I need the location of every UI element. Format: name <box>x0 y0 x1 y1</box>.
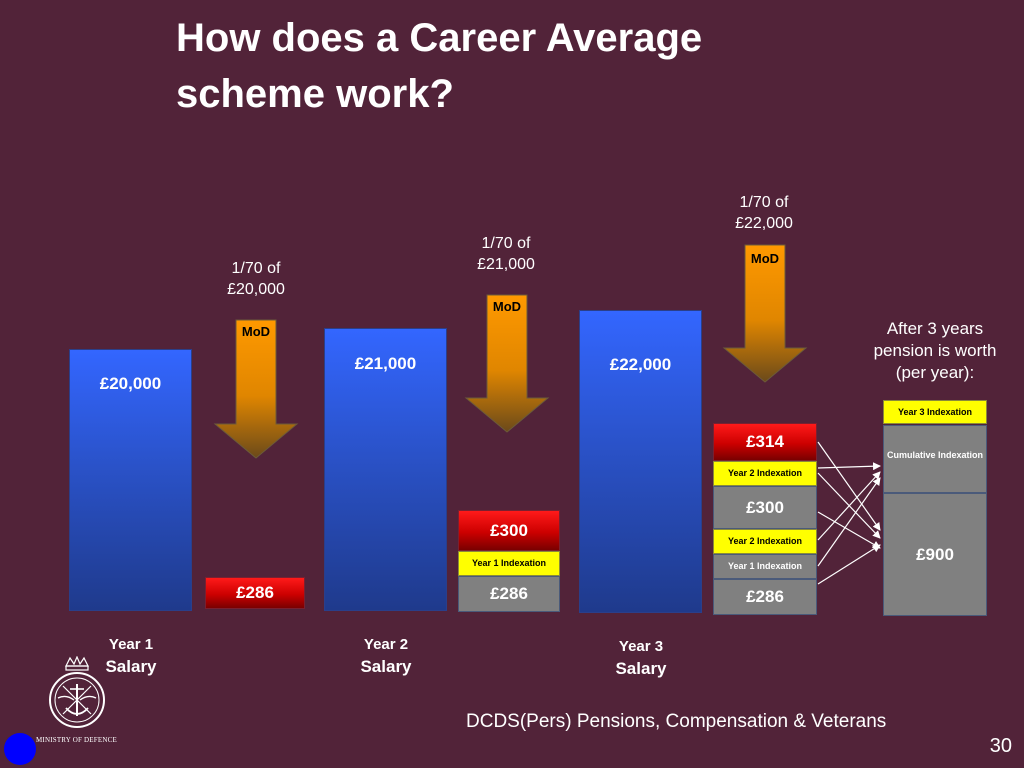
summary-year-3-indexation: Year 3 Indexation <box>883 400 987 424</box>
connector-line-extra <box>817 462 881 471</box>
connector-line-300 <box>817 511 881 549</box>
connector-line-year1 <box>817 477 881 567</box>
axis-label-year-3: Year 3 Salary <box>615 638 667 678</box>
stack-3-year-2-indexation-top: Year 2 Indexation <box>713 461 817 486</box>
summary-cumulative-indexation: Cumulative Indexation <box>883 425 987 493</box>
mod-arrow-1-label: MoD <box>241 324 271 339</box>
mod-arrow-3-label: MoD <box>750 251 780 266</box>
stack-3-middle: £300 <box>713 486 817 529</box>
footer-organisation: DCDS(Pers) Pensions, Compensation & Vete… <box>466 711 887 732</box>
stack-2-year-1-indexation: Year 1 Indexation <box>458 551 560 576</box>
salary-bar-year-1-amount: £20,000 <box>99 374 162 393</box>
summary-caption: After 3 years pension is worth (per year… <box>873 319 997 382</box>
page-number: 30 <box>989 735 1012 757</box>
mod-arrow-3 <box>722 244 808 383</box>
stack-1-accrual: £286 <box>205 577 305 609</box>
stack-3-year-2-indexation-bottom: Year 2 Indexation <box>713 529 817 554</box>
ministry-of-defence-crest-icon <box>49 656 105 728</box>
contribution-caption-1: 1/70 of £20,000 <box>227 260 285 298</box>
mod-arrow-1 <box>213 319 299 459</box>
stack-3-accrual: £314 <box>713 423 817 461</box>
slide-title: How does a Career Average scheme work? <box>176 10 876 122</box>
salary-bar-year-3: £22,000 <box>579 310 702 613</box>
salary-bar-year-2-amount: £21,000 <box>354 354 417 373</box>
salary-bar-year-1: £20,000 <box>69 349 192 611</box>
contribution-caption-2: 1/70 of £21,000 <box>477 235 535 273</box>
contribution-caption-3: 1/70 of £22,000 <box>735 194 793 232</box>
stack-3-base: £286 <box>713 579 817 615</box>
axis-label-year-1: Year 1 Salary <box>105 636 157 676</box>
salary-bar-year-2: £21,000 <box>324 328 447 611</box>
axis-label-year-2: Year 2 Salary <box>360 636 412 676</box>
ministry-of-defence-logo-text: MINISTRY OF DEFENCE <box>36 736 117 744</box>
connector-line-286 <box>817 544 881 585</box>
mod-arrow-2-label: MoD <box>492 299 522 314</box>
stack-2-accrual: £300 <box>458 510 560 551</box>
blue-circle-icon <box>4 733 36 765</box>
salary-bar-year-3-amount: £22,000 <box>609 355 672 374</box>
slide-title-line-1: How does a Career Average <box>176 16 703 60</box>
connector-line-314 <box>817 441 881 531</box>
connector-line-year2-bottom <box>817 471 881 541</box>
slide-title-line-2: scheme work? <box>176 72 454 116</box>
stack-3-year-1-indexation: Year 1 Indexation <box>713 554 817 579</box>
mod-arrow-2 <box>464 294 550 433</box>
stack-2-base: £286 <box>458 576 560 612</box>
summary-total: £900 <box>883 493 987 616</box>
